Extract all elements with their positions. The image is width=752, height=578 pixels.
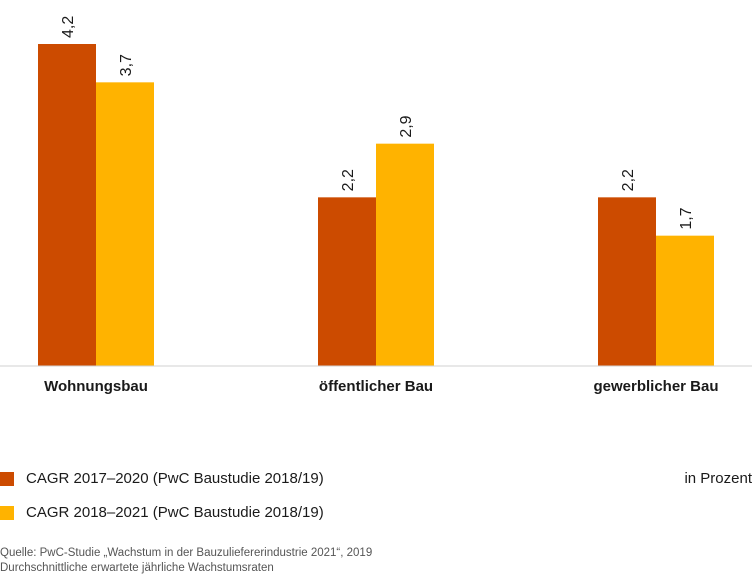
category-label-1: Wohnungsbau — [44, 378, 148, 395]
legend-item-series-1: CAGR 2017–2020 (PwC Baustudie 2018/19) — [0, 470, 324, 487]
legend-swatch-series-1 — [0, 471, 14, 486]
category-label-3: gewerblicher Bau — [593, 378, 718, 395]
bar-chart: 4,2 3,7 2,2 2,9 2,2 1,7 Wohnungsbau öffentlich… — [0, 16, 752, 395]
legend-swatch-series-2 — [0, 505, 14, 520]
bar-2-2 — [376, 143, 434, 366]
bar-1-1 — [38, 44, 96, 366]
data-label-1-2: 2,2 — [340, 169, 357, 191]
data-label-2-3: 1,7 — [678, 207, 695, 229]
bar-1-3 — [598, 197, 656, 366]
bar-1-2 — [318, 197, 376, 366]
footnote: Durchschnittliche erwartete jährliche Wa… — [0, 562, 274, 574]
data-label-2-1: 3,7 — [118, 54, 135, 76]
legend-item-series-2: CAGR 2018–2021 (PwC Baustudie 2018/19) — [0, 504, 324, 521]
data-label-1-3: 2,2 — [620, 169, 637, 191]
data-label-1-1: 4,2 — [60, 16, 77, 38]
data-label-2-2: 2,9 — [398, 115, 415, 137]
unit-label: in Prozent — [684, 470, 752, 487]
bar-2-1 — [96, 82, 154, 366]
bar-2-3 — [656, 235, 714, 366]
category-label-2: öffentlicher Bau — [319, 378, 433, 395]
legend-label-series-2: CAGR 2018–2021 (PwC Baustudie 2018/19) — [26, 504, 324, 521]
source-note: Quelle: PwC-Studie „Wachstum in der Bauz… — [0, 547, 373, 559]
legend-label-series-1: CAGR 2017–2020 (PwC Baustudie 2018/19) — [26, 470, 324, 487]
